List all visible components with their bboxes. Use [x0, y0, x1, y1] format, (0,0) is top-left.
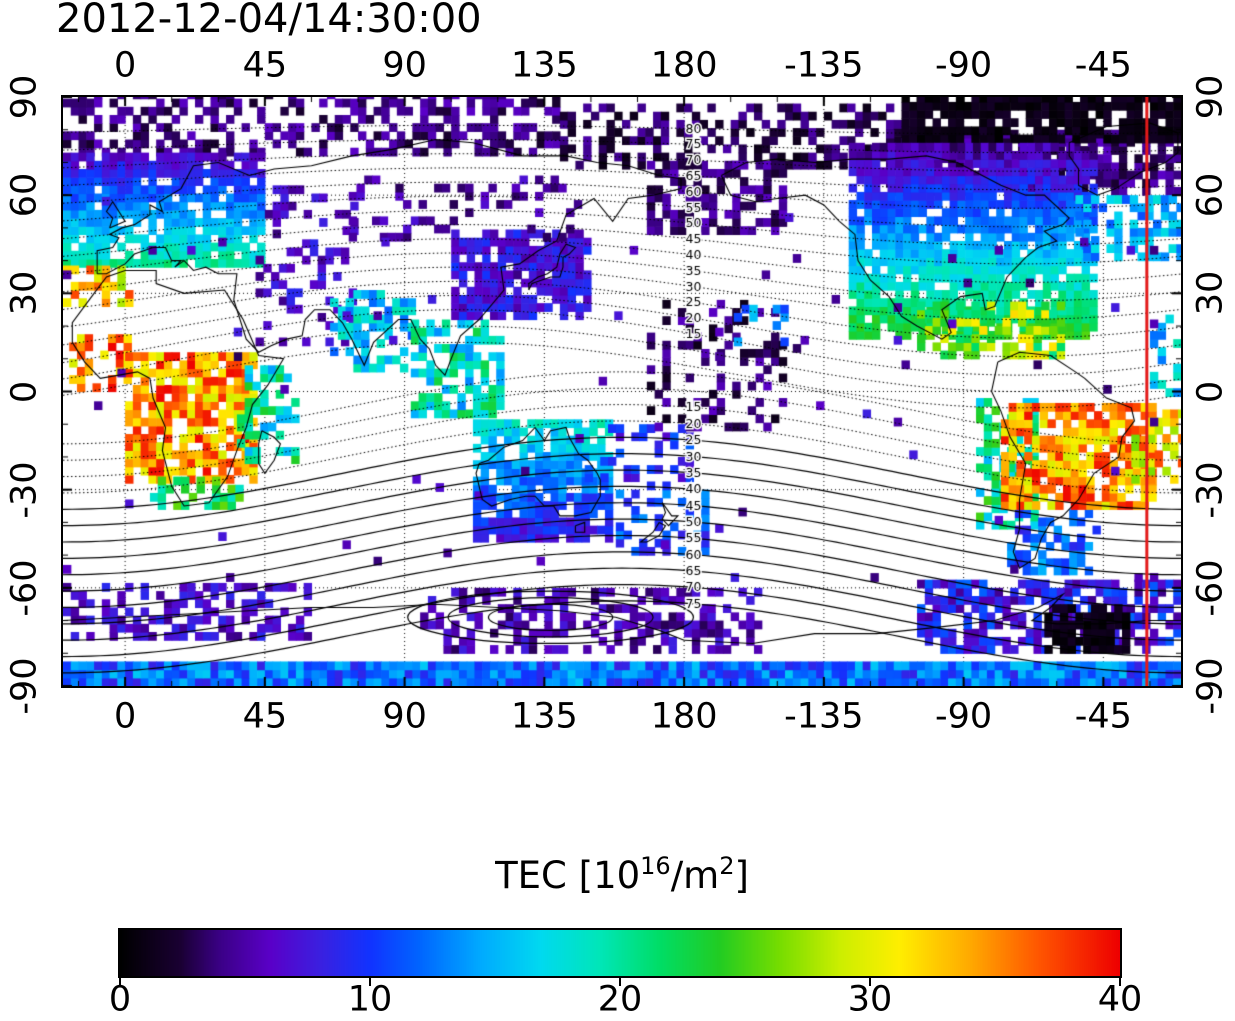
- lat-tick-label-left: 60: [4, 172, 45, 218]
- colorbar-tick-label: 20: [597, 979, 643, 1020]
- lat-tick-label-right: -90: [1190, 657, 1231, 715]
- colorbar-title-squared: 2: [719, 852, 735, 880]
- lon-tick-label-bottom: 135: [510, 696, 578, 737]
- lat-tick-label-right: 0: [1190, 380, 1231, 403]
- colorbar-tick-mark: [119, 978, 121, 986]
- colorbar-tick-mark: [369, 978, 371, 986]
- lon-tick-label-top: -45: [1074, 45, 1132, 86]
- lat-tick-label-left: 90: [4, 74, 45, 120]
- colorbar-title: TEC [1016/m2]: [61, 852, 1183, 897]
- colorbar-tick-label: 40: [1097, 979, 1143, 1020]
- lon-tick-label-bottom: -45: [1074, 696, 1132, 737]
- lat-tick-label-right: -30: [1190, 461, 1231, 519]
- lat-tick-label-right: 90: [1190, 74, 1231, 120]
- lat-tick-label-left: -90: [4, 657, 45, 715]
- lon-tick-label-top: 180: [650, 45, 718, 86]
- lat-tick-label-left: -30: [4, 461, 45, 519]
- colorbar-title-close: ]: [734, 854, 749, 897]
- colorbar-tick-mark: [869, 978, 871, 986]
- lon-tick-label-top: 135: [510, 45, 578, 86]
- colorbar-title-exponent: 16: [640, 852, 671, 880]
- colorbar: [118, 928, 1122, 978]
- colorbar-tick-label: 10: [347, 979, 393, 1020]
- colorbar-gradient: [120, 930, 1120, 976]
- map-canvas: [63, 97, 1181, 686]
- lon-tick-label-top: 90: [382, 45, 427, 86]
- lon-tick-label-top: 0: [113, 45, 137, 86]
- lon-tick-label-bottom: 180: [650, 696, 718, 737]
- lon-tick-label-bottom: 45: [242, 696, 288, 737]
- lon-tick-label-top: -135: [784, 45, 864, 86]
- colorbar-title-text: TEC [10: [495, 854, 641, 897]
- lat-tick-label-right: 60: [1190, 172, 1231, 218]
- lon-tick-label-bottom: -135: [784, 696, 864, 737]
- map-plot-area: [61, 95, 1183, 688]
- lat-tick-label-left: -60: [4, 559, 45, 617]
- lon-tick-label-bottom: -90: [935, 696, 993, 737]
- colorbar-title-per-m: /m: [670, 854, 720, 897]
- lat-tick-label-left: 30: [4, 271, 45, 316]
- lon-tick-label-bottom: 90: [382, 696, 427, 737]
- lon-tick-label-top: -90: [935, 45, 993, 86]
- lat-tick-label-left: 0: [4, 380, 45, 403]
- colorbar-tick-mark: [1119, 978, 1121, 986]
- lat-tick-label-right: 30: [1190, 271, 1231, 316]
- colorbar-tick-label: 30: [847, 979, 893, 1020]
- colorbar-tick-mark: [619, 978, 621, 986]
- lon-tick-label-top: 45: [242, 45, 288, 86]
- timestamp-title: 2012-12-04/14:30:00: [56, 0, 482, 42]
- colorbar-tick-label: 0: [108, 979, 132, 1020]
- lon-tick-label-bottom: 0: [113, 696, 137, 737]
- lat-tick-label-right: -60: [1190, 559, 1231, 617]
